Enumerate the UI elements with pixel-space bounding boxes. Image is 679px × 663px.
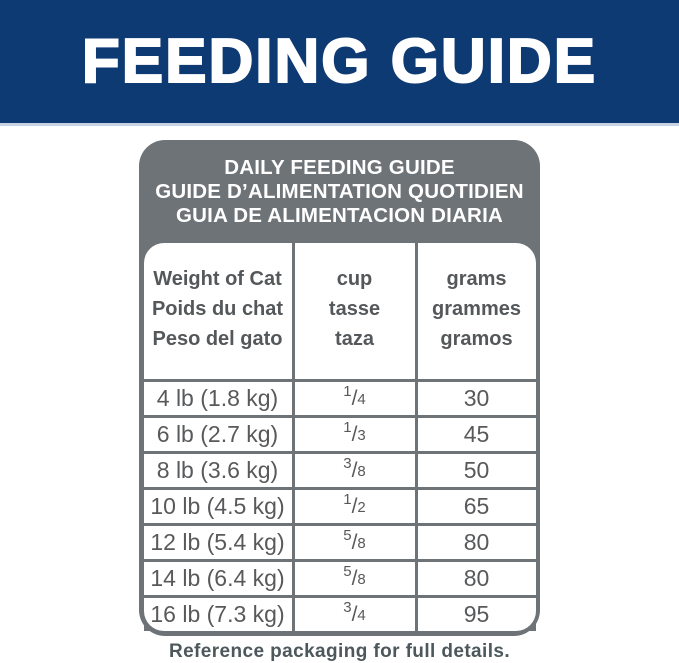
- col-header-grams-en: grams: [446, 268, 507, 290]
- card-title: DAILY FEEDING GUIDE GUIDE D’ALIMENTATION…: [144, 140, 536, 243]
- fraction-denominator: 8: [357, 535, 366, 552]
- fraction-denominator: 8: [357, 463, 366, 480]
- col-header-grams-es: gramos: [440, 328, 513, 350]
- fraction-numerator: 1: [343, 491, 352, 508]
- grams-cell: 95: [417, 598, 536, 631]
- daily-feeding-card: DAILY FEEDING GUIDE GUIDE D’ALIMENTATION…: [139, 140, 540, 636]
- footer-note: Reference packaging for full details.: [168, 640, 511, 662]
- col-header-weight-es: Peso del gato: [152, 328, 283, 350]
- col-header-weight-fr: Poids du chat: [151, 298, 284, 320]
- fraction-denominator: 2: [357, 499, 366, 516]
- fraction-slash: /: [351, 566, 358, 590]
- fraction-numerator: 5: [343, 527, 352, 544]
- fraction-slash: /: [351, 386, 358, 410]
- fraction-slash: /: [351, 458, 358, 482]
- cup-fraction: 1/3: [294, 418, 415, 451]
- weight-cell: 4 lb (1.8 kg): [143, 382, 292, 415]
- fraction-numerator: 5: [343, 563, 352, 580]
- weight-cell: 10 lb (4.5 kg): [143, 490, 292, 523]
- fraction-denominator: 4: [357, 607, 366, 624]
- fraction-slash: /: [351, 494, 358, 518]
- fraction-slash: /: [351, 422, 358, 446]
- cup-fraction: 5/8: [294, 526, 415, 559]
- grams-cell: 65: [417, 490, 536, 523]
- weight-cell: 8 lb (3.6 kg): [143, 454, 292, 487]
- fraction-slash: /: [351, 530, 358, 554]
- weight-cell: 16 lb (7.3 kg): [143, 598, 292, 631]
- col-header-cup: cup tasse taza: [294, 243, 415, 379]
- fraction-numerator: 3: [343, 455, 352, 472]
- card-title-line-french: GUIDE D’ALIMENTATION QUOTIDIEN: [155, 180, 524, 203]
- grams-cell: 50: [417, 454, 536, 487]
- cup-fraction: 3/4: [294, 598, 415, 631]
- fraction-denominator: 8: [357, 571, 366, 588]
- cup-fraction: 1/4: [294, 382, 415, 415]
- cup-fraction: 5/8: [294, 562, 415, 595]
- card-title-line-spanish: GUIA DE ALIMENTACION DIARIA: [176, 204, 503, 227]
- cup-fraction: 1/2: [294, 490, 415, 523]
- card-title-line-english: DAILY FEEDING GUIDE: [224, 156, 455, 179]
- col-header-weight-en: Weight of Cat: [153, 268, 282, 290]
- col-header-cup-es: taza: [335, 328, 374, 350]
- col-header-cup-en: cup: [336, 268, 373, 290]
- fraction-denominator: 4: [357, 391, 366, 408]
- fraction-numerator: 1: [343, 419, 352, 436]
- col-header-cup-fr: tasse: [328, 298, 381, 320]
- cup-fraction: 3/8: [294, 454, 415, 487]
- weight-cell: 12 lb (5.4 kg): [143, 526, 292, 559]
- fraction-numerator: 3: [343, 599, 352, 616]
- banner-title: FEEDING GUIDE: [81, 26, 598, 97]
- col-header-grams: grams grammes gramos: [417, 243, 536, 379]
- grams-cell: 80: [417, 526, 536, 559]
- feeding-guide-banner: FEEDING GUIDE: [0, 0, 679, 126]
- grams-cell: 45: [417, 418, 536, 451]
- grams-cell: 30: [417, 382, 536, 415]
- col-header-grams-fr: grammes: [432, 298, 521, 320]
- feeding-table: Weight of Cat Poids du chat Peso del gat…: [143, 243, 536, 631]
- fraction-slash: /: [351, 602, 358, 626]
- weight-cell: 14 lb (6.4 kg): [143, 562, 292, 595]
- fraction-numerator: 1: [343, 383, 352, 400]
- grams-cell: 80: [417, 562, 536, 595]
- weight-cell: 6 lb (2.7 kg): [143, 418, 292, 451]
- fraction-denominator: 3: [357, 427, 366, 444]
- col-header-weight: Weight of Cat Poids du chat Peso del gat…: [143, 243, 292, 379]
